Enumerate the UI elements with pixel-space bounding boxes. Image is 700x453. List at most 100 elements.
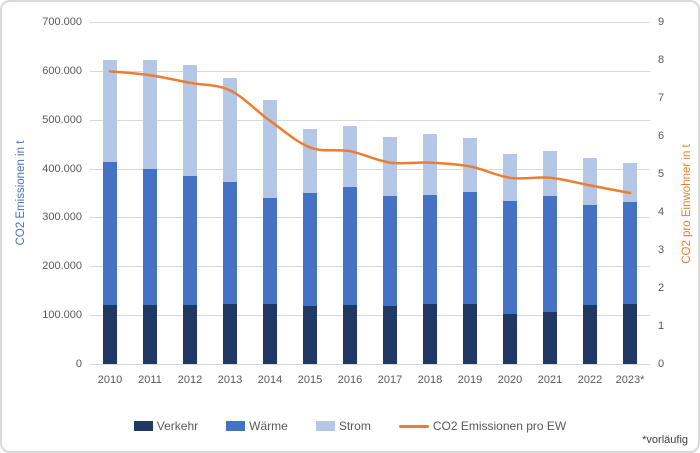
bar-group-2020 — [503, 153, 517, 364]
bar-group-2023 — [623, 162, 637, 364]
bar-segment-strom — [423, 134, 437, 195]
legend-item-verkehr: Verkehr — [133, 419, 199, 433]
bar-segment-strom — [183, 64, 197, 176]
legend-label: Verkehr — [156, 419, 199, 433]
x-axis-label: 2012 — [177, 374, 203, 386]
legend-swatch — [133, 421, 153, 431]
bar-group-2014 — [263, 100, 277, 364]
bar-group-2021 — [543, 151, 557, 364]
y-axis-tick-right: 6 — [658, 130, 665, 142]
bar-segment-verkehr — [103, 305, 117, 364]
bar-segment-verkehr — [303, 305, 317, 364]
bar-group-2013 — [223, 77, 237, 364]
bar-segment-wrme — [503, 200, 517, 314]
gridline — [90, 266, 650, 268]
y-axis-tick-right: 4 — [658, 206, 665, 218]
bar-segment-verkehr — [423, 304, 437, 364]
bar-segment-verkehr — [503, 313, 517, 364]
bar-group-2010 — [103, 59, 117, 364]
bar-segment-wrme — [263, 197, 277, 305]
y-axis-tick-left: 400.000 — [42, 162, 82, 175]
bar-segment-verkehr — [263, 304, 277, 364]
gridline — [90, 168, 650, 170]
x-axis-label: 2014 — [257, 374, 283, 386]
x-axis-label: 2020 — [497, 374, 523, 386]
gridline — [90, 70, 650, 72]
bar-group-2018 — [423, 134, 437, 364]
bar-segment-verkehr — [183, 305, 197, 364]
gridline — [90, 217, 650, 219]
bar-segment-strom — [143, 60, 157, 169]
legend-item-wrme: Wärme — [226, 419, 288, 433]
bar-segment-verkehr — [383, 306, 397, 364]
bar-segment-verkehr — [143, 305, 157, 364]
bar-group-2012 — [183, 64, 197, 364]
bar-group-2017 — [383, 137, 397, 364]
bar-segment-wrme — [423, 194, 437, 305]
bar-segment-wrme — [143, 168, 157, 306]
legend-label: Strom — [338, 419, 371, 433]
bar-segment-wrme — [103, 162, 117, 306]
x-axis-label: 2023* — [615, 374, 645, 386]
x-axis-label: 2011 — [138, 374, 162, 386]
bar-segment-strom — [623, 162, 637, 203]
bar-segment-strom — [343, 126, 357, 187]
bar-segment-strom — [463, 138, 477, 192]
bar-segment-strom — [103, 59, 117, 163]
legend-item-co2-pro-ew: CO2 Emissionen pro EW — [398, 419, 567, 433]
bar-group-2015 — [303, 129, 317, 364]
x-axis-label: 2015 — [297, 374, 323, 386]
bar-segment-verkehr — [343, 305, 357, 364]
bar-segment-wrme — [623, 202, 637, 304]
y-axis-tick-right: 2 — [658, 282, 665, 294]
y-axis-tick-right: 5 — [658, 168, 665, 180]
bar-group-2016 — [343, 126, 357, 364]
y-axis-tick-left: 200.000 — [42, 260, 82, 273]
bar-segment-strom — [223, 77, 237, 182]
y-axis-title-left: CO2 Emissionen in t — [15, 140, 27, 246]
bar-segment-verkehr — [463, 303, 477, 364]
bar-group-2011 — [143, 60, 157, 364]
gridline — [90, 315, 650, 317]
y-axis-tick-left: 100.000 — [42, 309, 82, 322]
x-axis-label: 2018 — [417, 374, 443, 386]
x-axis-label: 2013 — [217, 374, 243, 386]
bar-segment-strom — [303, 129, 317, 193]
gridline — [90, 22, 650, 23]
bar-segment-wrme — [583, 204, 597, 306]
y-axis-tick-right: 7 — [658, 92, 665, 104]
y-axis-tick-left: 300.000 — [42, 211, 82, 224]
bar-segment-verkehr — [223, 304, 237, 364]
bar-segment-wrme — [343, 186, 357, 306]
bar-segment-verkehr — [583, 305, 597, 364]
x-axis-label: 2017 — [377, 374, 403, 386]
legend-label: CO2 Emissionen pro EW — [432, 419, 567, 433]
bar-segment-wrme — [223, 181, 237, 305]
legend-swatch — [226, 421, 246, 431]
y-axis-tick-right: 1 — [658, 320, 665, 332]
x-axis-label: 2021 — [537, 374, 563, 386]
bar-group-2022 — [583, 157, 597, 364]
bar-segment-wrme — [463, 191, 477, 304]
x-axis-label: 2019 — [457, 374, 483, 386]
legend-swatch — [315, 421, 335, 431]
bar-group-2019 — [463, 138, 477, 364]
y-axis-tick-left: 0 — [75, 358, 82, 370]
bar-segment-strom — [383, 137, 397, 196]
gridline — [90, 364, 650, 365]
bar-segment-wrme — [383, 195, 397, 307]
y-axis-tick-left: 700.000 — [42, 16, 82, 28]
legend-label: Wärme — [249, 419, 288, 433]
bar-segment-verkehr — [543, 312, 557, 364]
y-axis-tick-left: 600.000 — [42, 64, 82, 77]
x-axis-label: 2022 — [577, 374, 603, 386]
y-axis-tick-left: 500.000 — [42, 113, 82, 126]
y-axis-tick-right: 9 — [658, 16, 665, 28]
footnote: *vorläufig — [642, 434, 688, 446]
plot-area — [90, 22, 650, 365]
bar-segment-strom — [263, 100, 277, 198]
gridline — [90, 119, 650, 121]
trend-line-layer — [108, 70, 632, 195]
legend-item-strom: Strom — [315, 419, 371, 433]
